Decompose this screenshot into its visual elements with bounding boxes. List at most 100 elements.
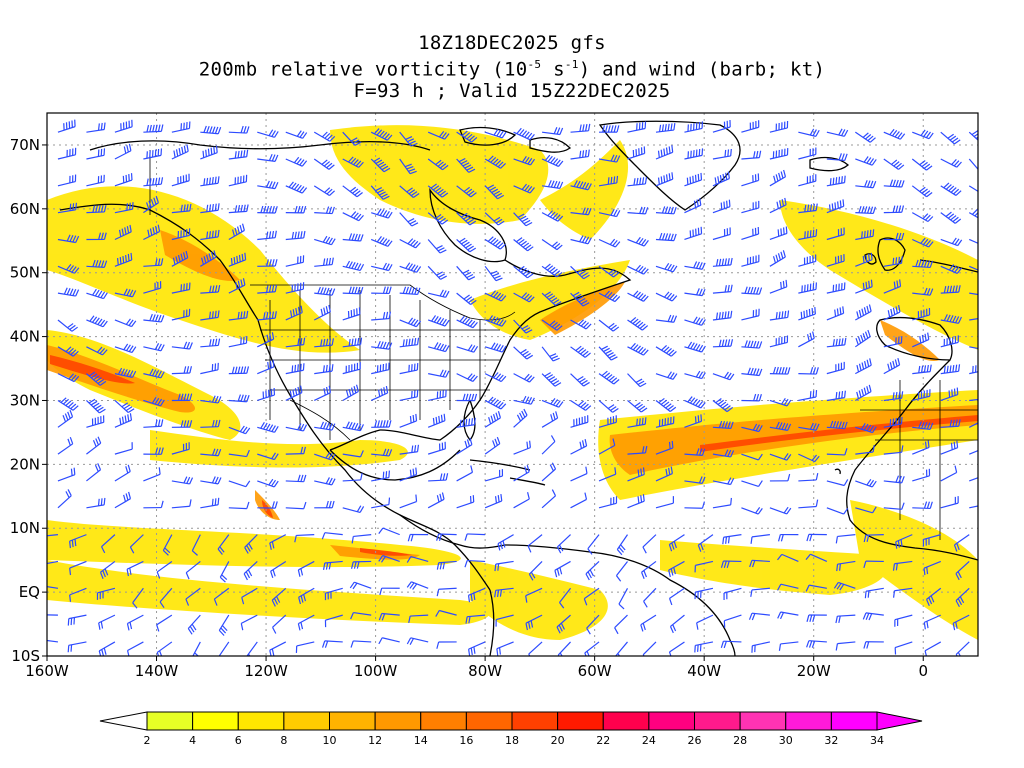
wind-barb (513, 183, 535, 194)
wind-barb (349, 581, 372, 590)
wind-barb (399, 363, 419, 375)
wind-barb (616, 534, 629, 556)
wind-barb (598, 154, 621, 163)
wind-barb (126, 641, 144, 656)
wind-barb (570, 373, 590, 387)
wind-barb (684, 341, 706, 353)
wind-barb (598, 496, 618, 509)
wind-barb (370, 385, 389, 402)
wind-barb (741, 423, 763, 433)
wind-barb (883, 179, 905, 188)
wind-barb (285, 385, 303, 402)
wind-barb (684, 414, 703, 428)
wind-barb (314, 235, 336, 246)
wind-barb (57, 373, 80, 383)
wind-barb (655, 496, 674, 509)
wind-barb (171, 250, 189, 267)
wind-barb (342, 233, 364, 242)
wind-barb (57, 319, 78, 332)
wind-barb (627, 236, 649, 247)
wind-barb (940, 182, 962, 196)
wind-barb (218, 614, 230, 636)
wind-barb (570, 415, 589, 428)
wind-barb (570, 123, 591, 133)
colorbar-label: 6 (235, 734, 242, 747)
wind-barb (741, 393, 762, 402)
wind-barb (541, 319, 563, 331)
wind-barb (570, 438, 588, 455)
wind-barb (257, 180, 279, 190)
wind-barb (86, 463, 102, 482)
wind-barb (655, 145, 674, 160)
wind-barb (655, 123, 676, 133)
wind-barb (940, 419, 961, 428)
wind-barb (313, 185, 335, 197)
wind-barb (748, 612, 770, 621)
wind-barb (883, 232, 905, 241)
wind-barb (968, 130, 978, 141)
wind-barb (342, 450, 364, 458)
wind-barb (228, 366, 250, 375)
wind-barb (228, 449, 250, 458)
wind-barb (895, 534, 913, 549)
title-line-valid: F=93 h ; Valid 15Z22DEC2025 (353, 80, 671, 103)
wind-barb (257, 311, 277, 321)
wind-barb (313, 385, 332, 402)
wind-barb (940, 211, 962, 224)
wind-barb (342, 156, 364, 168)
wind-barb (324, 587, 343, 601)
wind-barb (406, 581, 429, 590)
wind-barb (513, 464, 530, 482)
wind-barb (598, 238, 621, 248)
wind-barb (228, 501, 250, 510)
wind-barb (952, 614, 970, 631)
wind-barb (627, 445, 648, 455)
x-tick-label: 0 (918, 662, 928, 680)
wind-barb (694, 560, 714, 573)
wind-barb (750, 534, 770, 544)
wind-barb (940, 158, 962, 168)
wind-barb (342, 307, 361, 321)
wind-barb (854, 329, 871, 348)
wind-barb (86, 259, 108, 268)
wind-barb (171, 173, 190, 187)
wind-barb (99, 560, 116, 579)
wind-barb (769, 453, 792, 461)
wind-barb (556, 534, 571, 554)
wind-barb (655, 206, 677, 215)
wind-barb (741, 340, 763, 349)
x-tick-label: 120W (244, 662, 288, 680)
wind-barb (427, 212, 449, 225)
wind-barb (456, 437, 473, 455)
wind-barb (200, 285, 221, 294)
wind-barb (114, 143, 132, 160)
wind-barb (769, 120, 789, 133)
wind-barb (399, 467, 418, 482)
wind-barb (294, 534, 315, 543)
wind-barb (969, 317, 978, 321)
x-tick-label: 40W (687, 662, 721, 680)
wind-barb (240, 614, 258, 631)
wind-barb (342, 421, 365, 432)
wind-barb (855, 229, 875, 241)
wind-barb (712, 339, 734, 348)
wind-barb (826, 479, 849, 487)
wind-barb (57, 202, 78, 214)
wind-barb (826, 390, 846, 402)
wind-barb (855, 358, 872, 375)
wind-barb (406, 637, 429, 645)
wind-barb (86, 371, 107, 386)
wind-barb (399, 337, 420, 348)
wind-barb (598, 438, 616, 455)
wind-barb (922, 534, 941, 547)
wind-barb (826, 254, 845, 267)
wind-barb (114, 173, 133, 187)
wind-barb (427, 492, 445, 509)
wind-barb (883, 205, 905, 214)
wind-barb (513, 265, 534, 279)
wind-barb (655, 397, 677, 412)
x-tick-label: 20W (797, 662, 831, 680)
wind-barb (541, 462, 557, 482)
wind-barb (156, 560, 173, 579)
colorbar-label: 8 (280, 734, 287, 747)
